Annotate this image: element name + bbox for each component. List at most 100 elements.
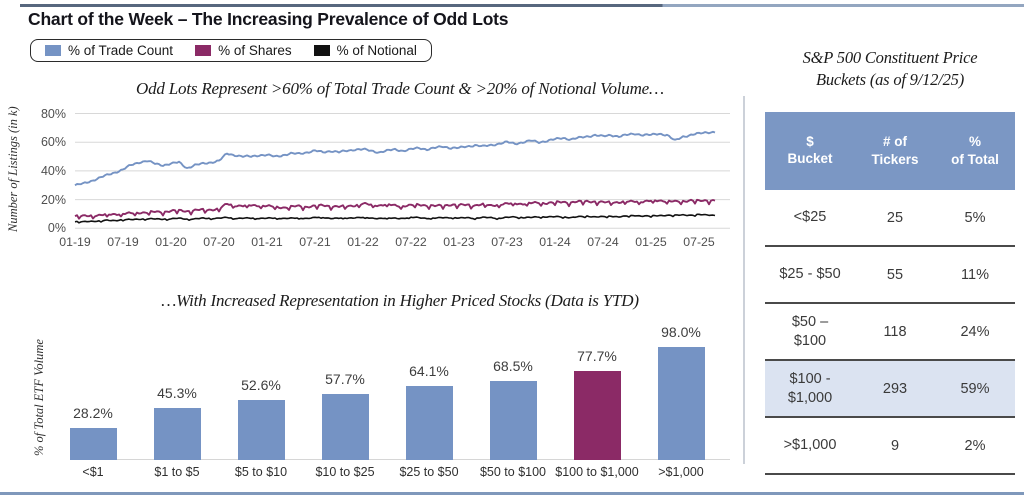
bar [657, 347, 705, 460]
table-row: $50 – $100 118 24% [765, 304, 1015, 361]
line-x-tick-label: 07-23 [491, 235, 523, 249]
line-series-1 [74, 130, 716, 187]
line-x-tick-label: 01-20 [155, 235, 187, 249]
bucket-text: $50 – $100 [791, 314, 829, 349]
legend-label: % of Shares [218, 43, 292, 58]
line-y-tick-label: 20% [40, 192, 66, 207]
page-title: Chart of the Week – The Increasing Preva… [28, 9, 509, 29]
bar [321, 393, 369, 460]
pct-cell: 2% [964, 437, 986, 454]
bar [405, 386, 453, 460]
bar-category-label: $100 to $1,000 [555, 465, 639, 479]
line-x-tick-label: 01-25 [635, 235, 667, 249]
bucket-text: >$1,000 [783, 437, 837, 454]
bar [69, 427, 117, 460]
legend-swatch [195, 45, 212, 56]
line-chart-y-axis-title: Number of Listings (in k) [6, 106, 20, 232]
bar-value-label: 45.3% [157, 384, 197, 401]
legend-item: % of Notional [313, 43, 417, 58]
line-x-tick-label: 01-22 [347, 235, 379, 249]
bar-chart-y-axis-title: % of Total ETF Volume [32, 339, 46, 456]
table-row: <$25 25 5% [765, 190, 1015, 247]
price-bucket-table: $ Bucket # of Tickers % of Total <$25 25 5% $2… [765, 112, 1015, 475]
table-row: $25 - $50 55 11% [765, 247, 1015, 304]
chart-legend: % of Trade Count % of Shares % of Notional [30, 39, 432, 62]
bar-value-label: 52.6% [241, 376, 281, 393]
bar-category-label: $10 to $25 [315, 465, 375, 479]
line-x-tick-label: 01-24 [539, 235, 571, 249]
bucket-text: $100 - $1,000 [787, 371, 833, 406]
top-rule [20, 4, 1024, 7]
tickers-cell: 25 [886, 209, 904, 226]
bar [573, 370, 621, 460]
bar-category-label: $50 to $100 [479, 465, 547, 479]
line-x-tick-label: 07-19 [107, 235, 139, 249]
legend-label: % of Trade Count [68, 43, 174, 58]
bucket-text: <$25 [793, 209, 827, 226]
bar-category-label: $1 to $5 [154, 465, 200, 479]
line-x-tick-label: 07-25 [683, 235, 715, 249]
table-header-text: $ Bucket [787, 134, 833, 166]
bucket-cell: $50 – $100 [765, 313, 855, 349]
legend-item: % of Trade Count [45, 43, 173, 58]
table-row: >$1,000 9 2% [765, 418, 1015, 475]
vertical-divider [743, 96, 745, 464]
bucket-cell: $100 - $1,000 [765, 370, 855, 406]
bar-chart-title: …With Increased Representation in Higher… [161, 291, 639, 310]
tickers-cell: 55 [886, 266, 904, 283]
line-chart [74, 113, 730, 229]
bar-value-label: 28.2% [73, 404, 113, 421]
line-x-tick-label: 07-20 [203, 235, 235, 249]
line-y-tick-label: 60% [40, 135, 66, 150]
bucket-cell: >$1,000 [765, 436, 855, 454]
bar-value-label: 57.7% [325, 370, 365, 387]
table-header-cell: % of Total [951, 134, 999, 167]
side-panel-title: S&P 500 Constituent Price Buckets (as of… [765, 47, 1015, 92]
bottom-rule [0, 492, 1024, 495]
line-x-tick-label: 07-22 [395, 235, 427, 249]
bar-value-label: 77.7% [577, 347, 617, 364]
pct-cell: 5% [964, 209, 986, 226]
bar-chart-baseline [75, 459, 730, 460]
side-panel-title-line2: Buckets (as of 9/12/25) [816, 70, 964, 90]
pct-cell: 11% [961, 266, 989, 283]
bar-value-label: 98.0% [661, 324, 701, 341]
line-x-tick-label: 07-24 [587, 235, 619, 249]
line-chart-title: Odd Lots Represent >60% of Total Trade C… [136, 79, 664, 98]
legend-label: % of Notional [336, 43, 417, 58]
bar [489, 381, 537, 460]
tickers-cell: 118 [883, 323, 907, 340]
line-y-tick-label: 40% [40, 163, 66, 178]
side-panel-title-line1: S&P 500 Constituent Price [802, 48, 978, 67]
line-x-tick-label: 01-21 [251, 235, 283, 249]
bar-category-label: $5 to $10 [234, 465, 288, 479]
line-y-tick-label: 80% [40, 106, 66, 121]
table-row: $100 - $1,000 293 59% [765, 361, 1015, 418]
bar-value-label: 68.5% [493, 358, 533, 375]
line-x-tick-label: 01-19 [59, 235, 91, 249]
bar-value-label: 64.1% [409, 363, 449, 380]
table-header-cell: $ Bucket [765, 134, 855, 168]
bar [237, 399, 285, 460]
line-series-2 [74, 198, 716, 220]
bucket-cell: $25 - $50 [765, 265, 855, 283]
tickers-cell: 293 [882, 380, 908, 397]
table-header-row: $ Bucket # of Tickers % of Total [765, 112, 1015, 190]
pct-cell: 24% [960, 323, 990, 340]
bar-category-label: >$1,000 [658, 465, 704, 479]
bar-category-label: $25 to $50 [399, 465, 459, 479]
table-header-cell: # of Tickers [871, 134, 919, 167]
line-series-3 [74, 213, 716, 224]
bar-category-label: <$1 [82, 465, 104, 479]
line-x-tick-label: 01-23 [443, 235, 475, 249]
legend-swatch [45, 45, 61, 56]
bucket-text: $25 - $50 [779, 266, 841, 283]
line-y-tick-label: 0% [47, 221, 66, 236]
line-x-tick-label: 07-21 [299, 235, 331, 249]
pct-cell: 59% [960, 380, 990, 397]
bar [153, 407, 201, 460]
legend-swatch [313, 45, 330, 56]
tickers-cell: 9 [890, 437, 900, 454]
legend-item: % of Shares [195, 43, 292, 58]
bucket-cell: <$25 [765, 208, 855, 226]
